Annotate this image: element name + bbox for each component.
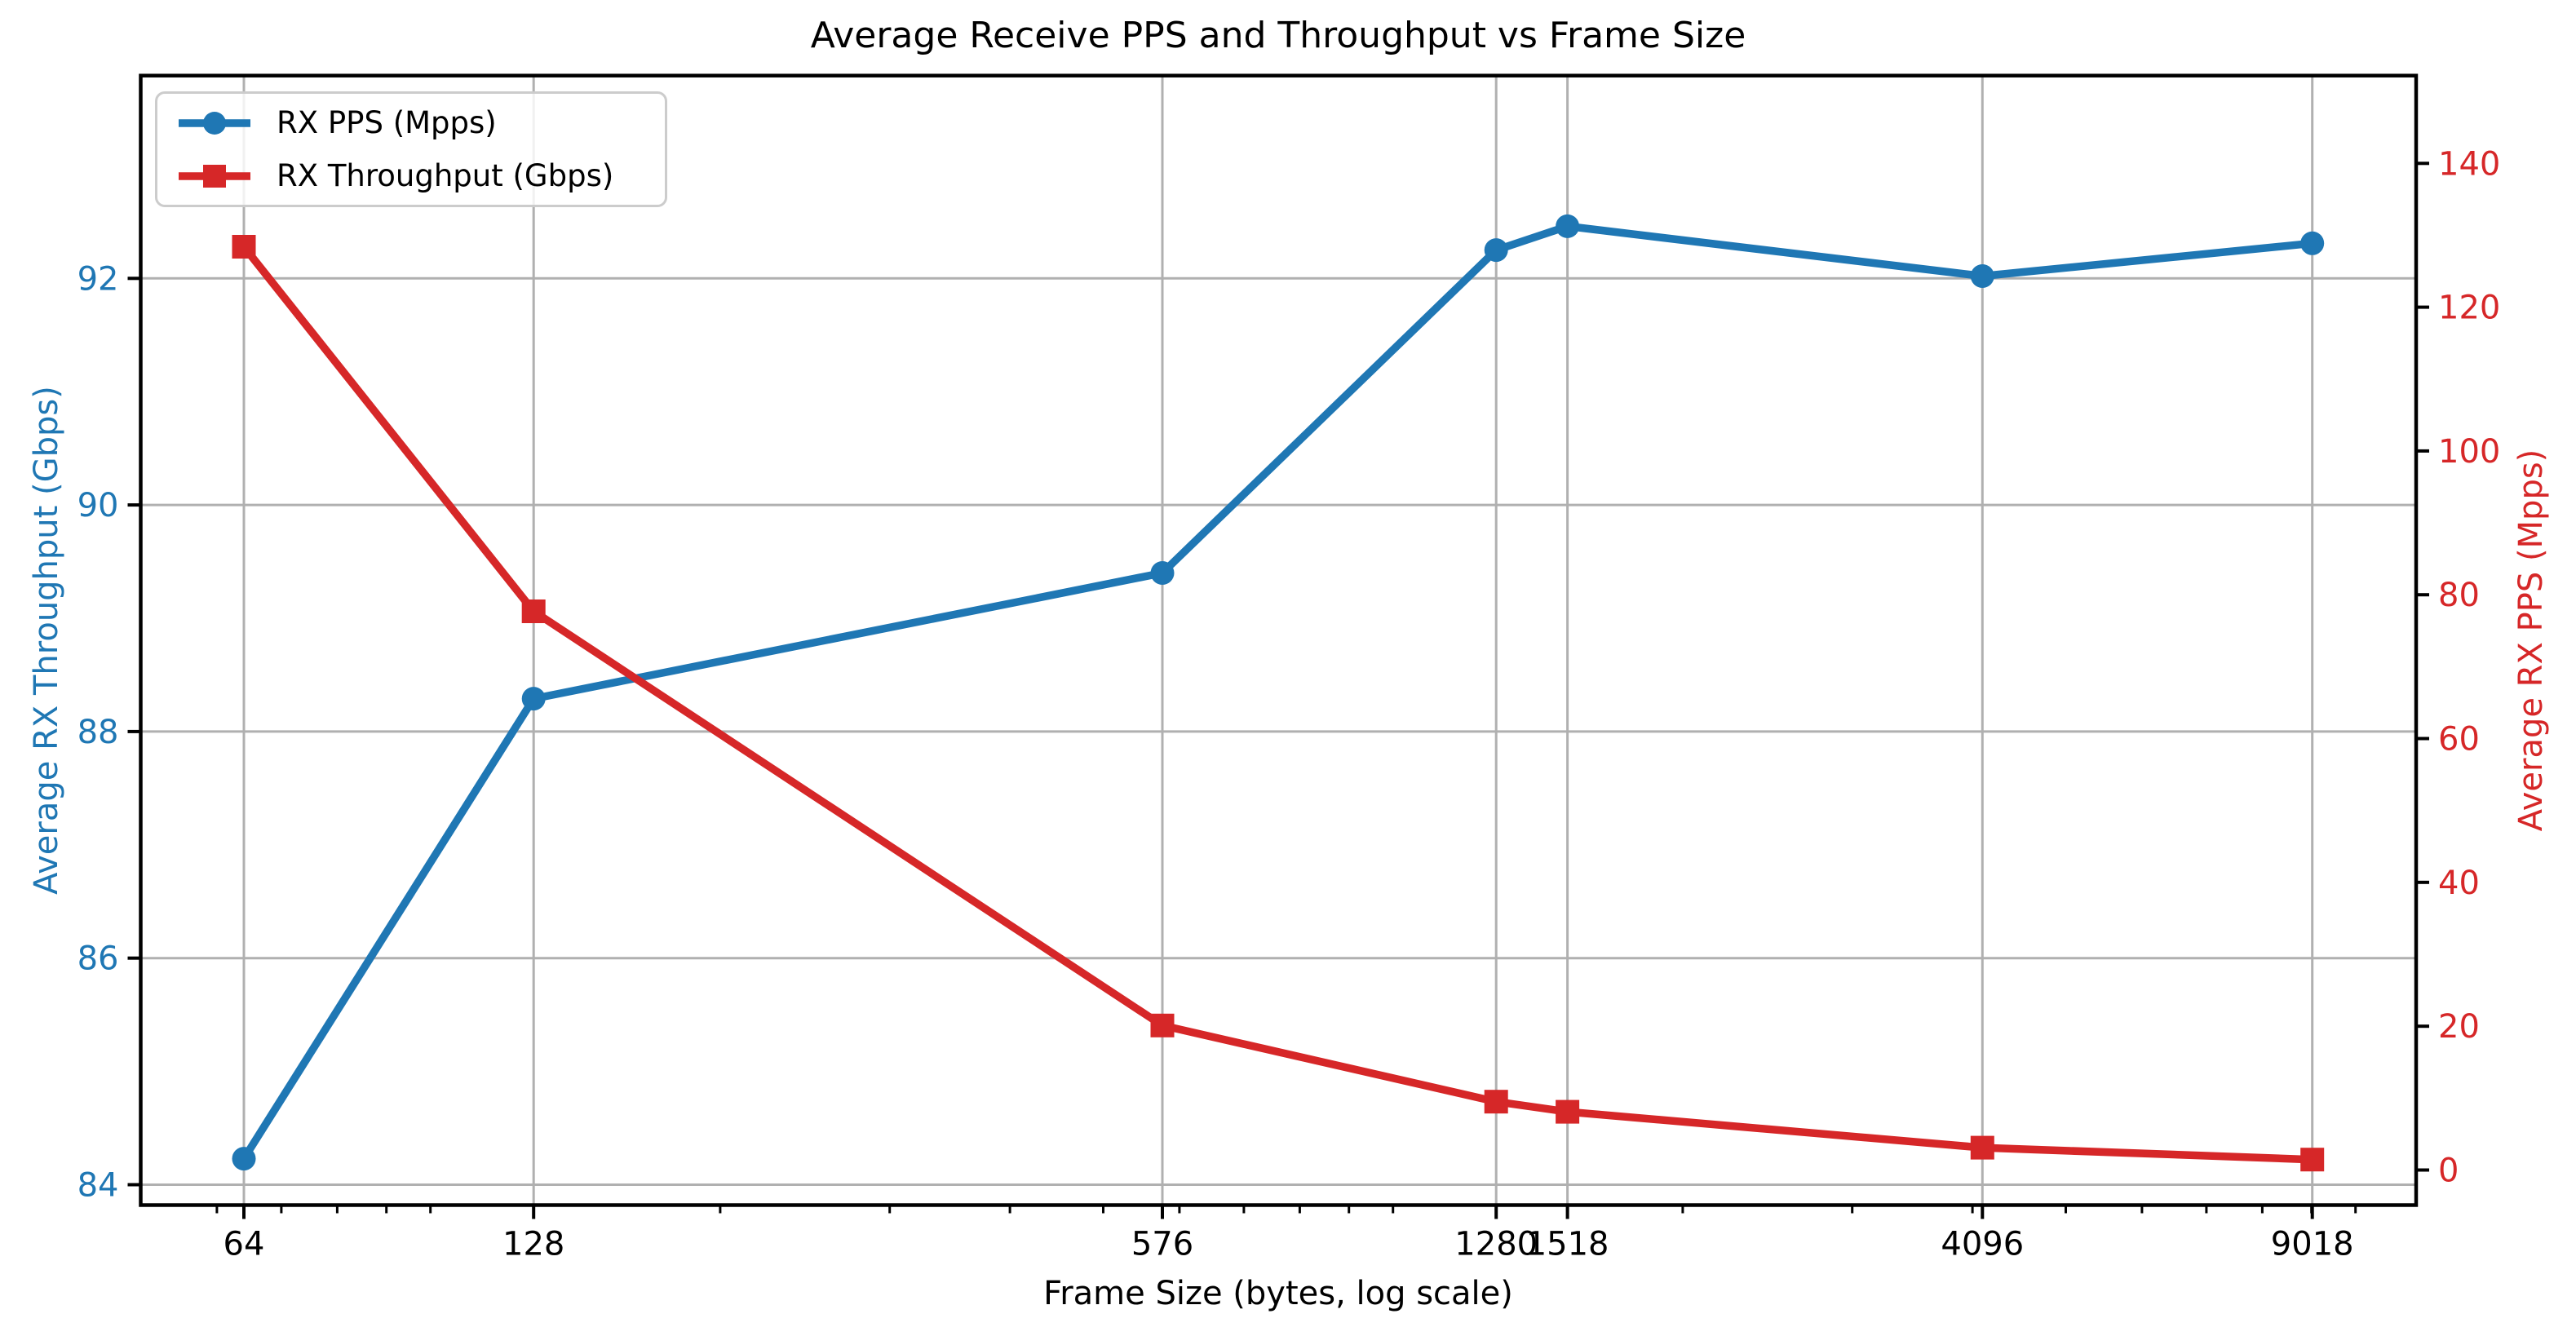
x-tick-label-9018: 9018 [2271,1226,2354,1263]
y-right-tick-label-100: 100 [2438,433,2500,471]
x-tick-label-4096: 4096 [1941,1226,2024,1263]
marker-rx-throughput-gbps-9018 [2300,1148,2325,1172]
marker-rx-pps-mpps-128 [521,687,546,711]
x-tick-label-64: 64 [224,1226,265,1263]
marker-rx-pps-mpps-4096 [1970,264,1994,288]
y-left-tick-label-90: 90 [77,487,119,524]
marker-rx-pps-mpps-1518 [1556,214,1580,238]
marker-rx-throughput-gbps-1518 [1556,1099,1580,1124]
y-left-tick-label-84: 84 [77,1167,119,1205]
x-tick-label-576: 576 [1131,1226,1193,1263]
marker-rx-pps-mpps-576 [1150,561,1175,585]
marker-rx-throughput-gbps-576 [1150,1013,1175,1037]
y-right-tick-label-0: 0 [2438,1152,2459,1190]
legend: RX PPS (Mpps) RX Throughput (Gbps) [155,91,667,207]
y-right-tick-label-60: 60 [2438,721,2480,759]
legend-line-square-icon [179,164,250,188]
marker-rx-pps-mpps-64 [232,1147,256,1171]
plot-spines [139,73,2419,1207]
y-right-tick-label-40: 40 [2438,865,2480,902]
y-right-tick-label-120: 120 [2438,290,2500,327]
series-line-rx-pps-mpps [240,222,2313,1161]
y-right-tick-label-80: 80 [2438,577,2480,614]
x-axis-label: Frame Size (bytes, log scale) [1043,1275,1513,1312]
y-left-tick-label-92: 92 [77,260,119,298]
y-axis-label-right: Average RX PPS (Mpps) [2512,449,2550,832]
y-right-tick-label-140: 140 [2438,145,2500,183]
series-line-rx-throughput-gbps [241,244,2313,1164]
y-right-tick-label-20: 20 [2438,1008,2480,1046]
legend-label-rx-throughput: RX Throughput (Gbps) [277,158,614,193]
marker-rx-throughput-gbps-4096 [1970,1135,1994,1160]
marker-rx-throughput-gbps-128 [521,599,546,623]
y-left-tick-label-88: 88 [77,714,119,751]
x-tick-label-128: 128 [502,1226,564,1263]
marker-rx-throughput-gbps-1280 [1484,1090,1508,1114]
marker-rx-pps-mpps-1280 [1484,238,1508,263]
y-axis-label-left: Average RX Throughput (Gbps) [28,386,65,895]
x-tick-label-1280: 1280 [1454,1226,1538,1263]
legend-label-rx-pps: RX PPS (Mpps) [277,105,497,140]
marker-rx-pps-mpps-9018 [2300,231,2325,255]
y-left-tick-label-86: 86 [77,940,119,978]
legend-item-rx-pps: RX PPS (Mpps) [174,100,648,145]
x-tick-label-1518: 1518 [1526,1226,1609,1263]
marker-rx-throughput-gbps-64 [232,235,256,259]
legend-line-circle-icon [179,111,250,135]
chart-title: Average Receive PPS and Throughput vs Fr… [810,15,1746,56]
legend-item-rx-throughput: RX Throughput (Gbps) [174,153,648,198]
